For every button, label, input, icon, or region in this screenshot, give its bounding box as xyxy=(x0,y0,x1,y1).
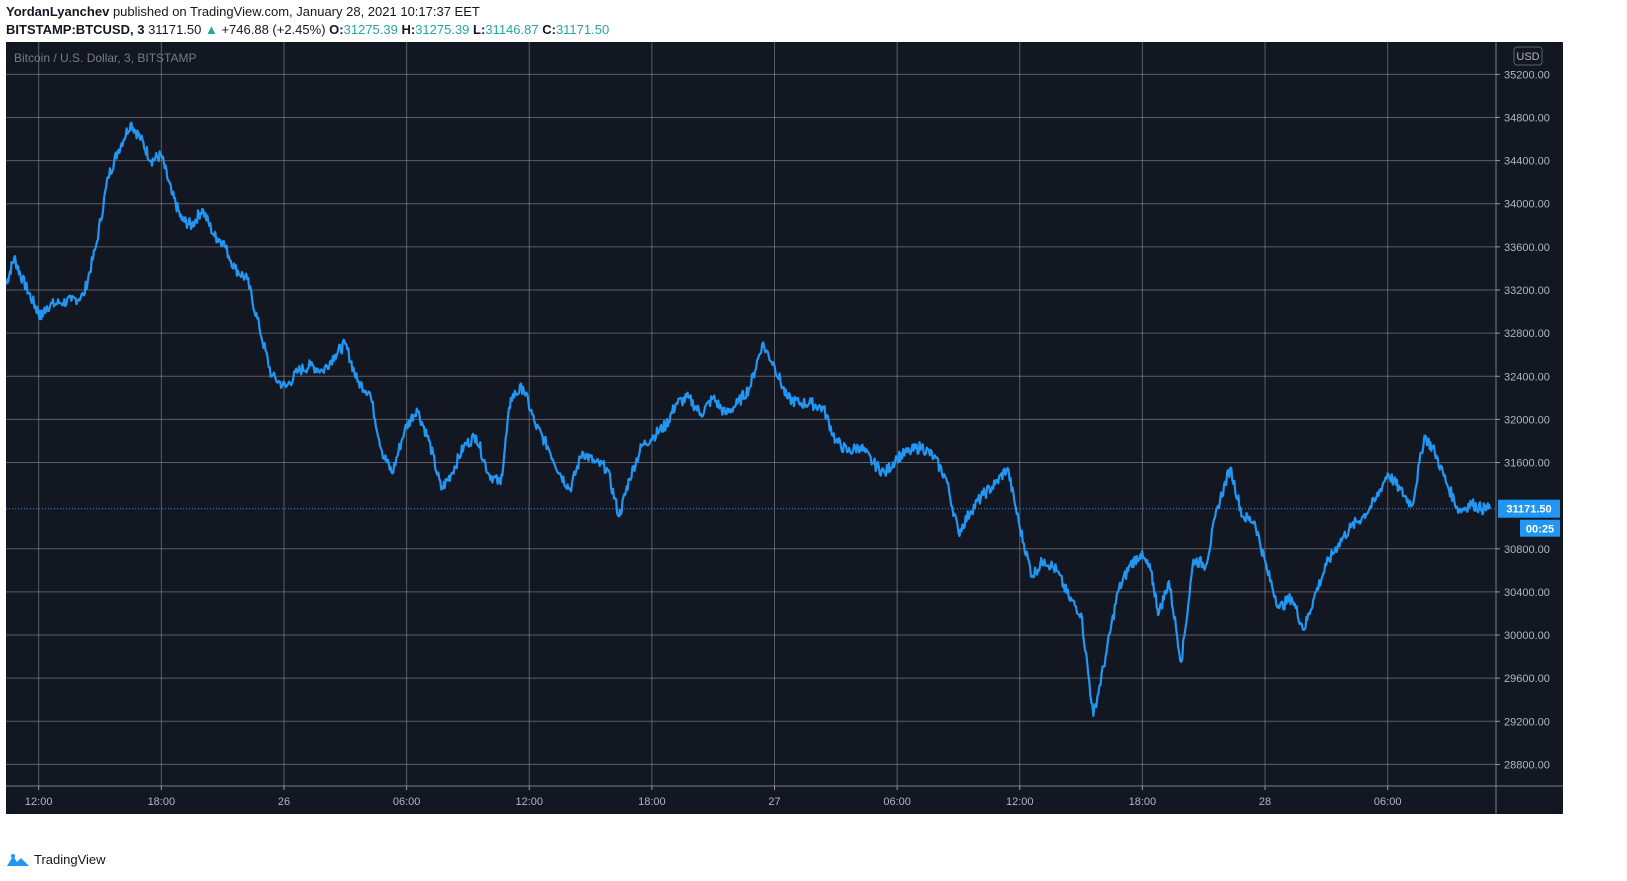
y-tick-label: 29200.00 xyxy=(1504,716,1550,728)
chart-title: Bitcoin / U.S. Dollar, 3, BITSTAMP xyxy=(14,51,197,65)
x-tick-label: 18:00 xyxy=(638,796,666,808)
x-tick-label: 28 xyxy=(1259,796,1271,808)
tradingview-brand[interactable]: TradingView xyxy=(34,852,106,867)
author-name[interactable]: YordanLyanchev xyxy=(6,4,110,19)
up-arrow-icon: ▲ xyxy=(204,22,218,37)
x-tick-label: 12:00 xyxy=(515,796,543,808)
y-tick-label: 30400.00 xyxy=(1504,587,1550,599)
x-tick-label: 06:00 xyxy=(1374,796,1402,808)
price-line xyxy=(4,121,1491,717)
y-tick-label: 28800.00 xyxy=(1504,759,1550,771)
x-tick-label: 18:00 xyxy=(148,796,176,808)
price-chart[interactable]: 35200.00 34800.00 34400.00 34000.00 33600.00… xyxy=(4,42,1563,814)
last-price-tag xyxy=(1498,499,1560,518)
low-label: L: xyxy=(473,22,486,37)
close-label: C: xyxy=(542,22,556,37)
last-price: 31171.50 xyxy=(148,22,202,37)
x-tick-label: 12:00 xyxy=(25,796,53,808)
symbol-name[interactable]: BITSTAMP:BTCUSD, 3 xyxy=(6,22,145,37)
x-tick-label: 06:00 xyxy=(393,796,421,808)
y-tick-label: 33200.00 xyxy=(1504,285,1550,297)
publisher-line: YordanLyanchev published on TradingView.… xyxy=(6,4,480,19)
open-value: 31275.39 xyxy=(343,22,398,37)
y-tick-label: 34800.00 xyxy=(1504,112,1550,124)
y-tick-label: 32000.00 xyxy=(1504,414,1550,426)
countdown-tag xyxy=(1520,519,1560,537)
open-label: O: xyxy=(329,22,344,37)
high-label: H: xyxy=(401,22,416,37)
low-value: 31146.87 xyxy=(485,22,539,37)
currency-badge xyxy=(1513,46,1543,66)
y-tick-label: 35200.00 xyxy=(1504,69,1550,81)
y-tick-label: 34000.00 xyxy=(1504,199,1550,211)
y-tick-label: 32400.00 xyxy=(1504,371,1550,383)
published-text: published on TradingView.com, January 28… xyxy=(112,4,480,19)
currency-badge-label: USD xyxy=(1516,51,1539,63)
y-tick-label: 30000.00 xyxy=(1504,630,1550,642)
y-tick-label: 33600.00 xyxy=(1504,242,1550,254)
y-tick-label: 34400.00 xyxy=(1504,156,1550,168)
y-tick-label: 30800.00 xyxy=(1504,544,1550,556)
y-tick-label: 32800.00 xyxy=(1504,328,1550,340)
x-tick-label: 12:00 xyxy=(1006,796,1034,808)
footer: TradingView xyxy=(6,852,106,867)
countdown-label: 00:25 xyxy=(1526,524,1554,536)
last-price-label: 31171.50 xyxy=(1506,504,1551,516)
y-tick-label: 31600.00 xyxy=(1504,458,1550,470)
symbol-info-bar: BITSTAMP:BTCUSD, 3 31171.50 ▲ +746.88 (+… xyxy=(6,22,609,37)
close-value: 31171.50 xyxy=(555,22,610,37)
price-change: +746.88 (+2.45%) xyxy=(221,22,326,37)
x-tick-label: 26 xyxy=(278,796,290,808)
y-tick-label: 29600.00 xyxy=(1504,673,1550,685)
x-tick-label: 06:00 xyxy=(883,796,911,808)
high-value: 31275.39 xyxy=(415,22,470,37)
tradingview-logo-icon xyxy=(7,853,29,866)
chart-panel[interactable]: 35200.00 34800.00 34400.00 34000.00 33600.00… xyxy=(4,42,1563,814)
x-tick-label: 18:00 xyxy=(1129,796,1157,808)
x-tick-label: 27 xyxy=(768,796,780,808)
